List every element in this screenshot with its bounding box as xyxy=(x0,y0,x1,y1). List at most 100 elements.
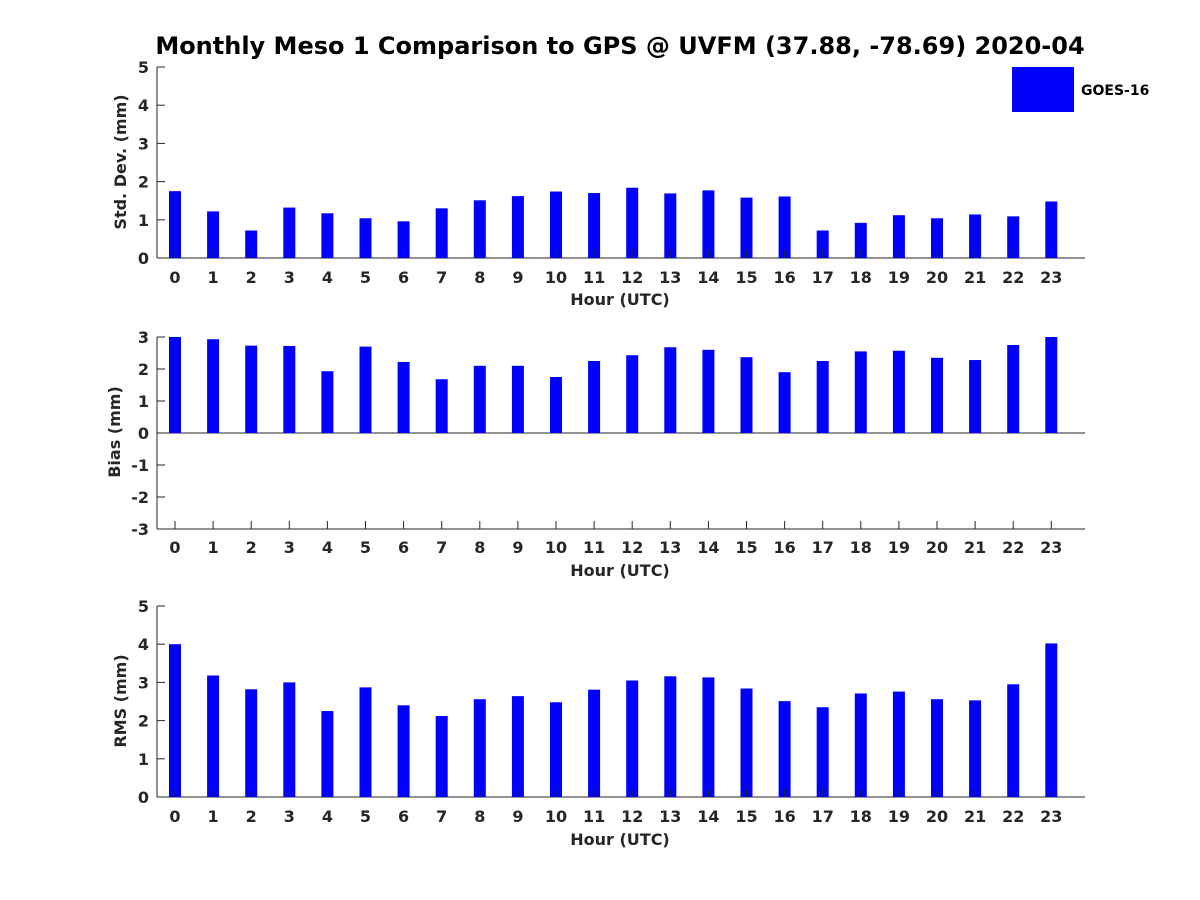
x-tick-label: 4 xyxy=(322,538,333,557)
x-tick-label: 10 xyxy=(545,538,567,557)
x-tick-label: 22 xyxy=(1002,807,1024,826)
bar-hour-0 xyxy=(169,337,181,433)
bar-hour-22 xyxy=(1007,216,1020,258)
x-tick-label: 10 xyxy=(545,807,567,826)
chart-title: Monthly Meso 1 Comparison to GPS @ UVFM … xyxy=(155,32,1084,60)
bar-hour-4 xyxy=(321,213,334,258)
x-tick-label: 4 xyxy=(322,807,333,826)
bar-hour-10 xyxy=(550,377,562,433)
bar-hour-16 xyxy=(778,701,791,797)
x-tick-label: 5 xyxy=(360,538,371,557)
x-tick-label: 14 xyxy=(697,807,719,826)
y-tick-label: -1 xyxy=(131,456,149,475)
y-tick-label: 3 xyxy=(138,673,149,692)
bar-hour-6 xyxy=(397,705,410,797)
bar-hour-15 xyxy=(740,197,753,258)
x-tick-label: 21 xyxy=(964,538,986,557)
bar-hour-7 xyxy=(435,716,448,797)
y-axis-label: RMS (mm) xyxy=(111,654,130,747)
x-tick-label: 0 xyxy=(169,538,180,557)
bar-hour-5 xyxy=(359,218,372,258)
x-tick-label: 22 xyxy=(1002,268,1024,287)
bar-hour-17 xyxy=(816,361,829,433)
bar-hour-8 xyxy=(473,200,486,258)
bar-hour-5 xyxy=(359,346,372,433)
x-tick-label: 13 xyxy=(659,268,681,287)
bar-hour-10 xyxy=(550,702,562,797)
bar-hour-21 xyxy=(969,360,982,433)
bar-hour-19 xyxy=(892,215,905,258)
x-tick-label: 15 xyxy=(735,807,757,826)
x-tick-label: 17 xyxy=(812,807,834,826)
bar-hour-23 xyxy=(1045,337,1058,433)
y-tick-label: 4 xyxy=(138,635,149,654)
x-tick-label: 20 xyxy=(926,807,948,826)
y-axis-label: Bias (mm) xyxy=(105,386,124,478)
x-tick-label: 3 xyxy=(284,268,295,287)
bar-hour-16 xyxy=(778,372,791,433)
bar-hour-21 xyxy=(969,214,982,258)
x-tick-label: 23 xyxy=(1040,538,1062,557)
y-tick-label: 5 xyxy=(138,597,149,616)
x-axis-label: Hour (UTC) xyxy=(570,561,670,580)
bar-hour-13 xyxy=(664,347,677,433)
bar-hour-9 xyxy=(511,196,524,258)
bar-hour-12 xyxy=(626,187,639,258)
x-tick-label: 21 xyxy=(964,268,986,287)
bar-hour-1 xyxy=(207,339,220,433)
bar-hour-2 xyxy=(245,689,258,797)
bar-hour-16 xyxy=(778,196,791,258)
bar-hour-0 xyxy=(169,191,181,258)
x-tick-label: 0 xyxy=(169,268,180,287)
bar-hour-5 xyxy=(359,687,372,797)
bar-hour-14 xyxy=(702,349,715,433)
bar-hour-9 xyxy=(511,696,524,797)
bar-hour-19 xyxy=(892,691,905,797)
x-tick-label: 6 xyxy=(398,538,409,557)
y-tick-label: 3 xyxy=(138,134,149,153)
x-tick-label: 8 xyxy=(474,538,485,557)
bar-hour-17 xyxy=(816,230,829,258)
x-tick-label: 23 xyxy=(1040,268,1062,287)
x-tick-label: 13 xyxy=(659,807,681,826)
bar-hour-6 xyxy=(397,361,410,433)
bar-hour-22 xyxy=(1007,684,1020,797)
x-tick-label: 14 xyxy=(697,538,719,557)
x-tick-label: 19 xyxy=(888,268,910,287)
x-axis-label: Hour (UTC) xyxy=(570,830,670,849)
x-tick-label: 16 xyxy=(773,268,795,287)
x-tick-label: 3 xyxy=(284,807,295,826)
x-tick-label: 10 xyxy=(545,268,567,287)
bar-hour-18 xyxy=(854,222,867,258)
bar-hour-17 xyxy=(816,707,829,797)
x-tick-label: 19 xyxy=(888,538,910,557)
x-tick-label: 1 xyxy=(208,807,219,826)
bar-hour-3 xyxy=(283,345,296,433)
x-tick-label: 20 xyxy=(926,538,948,557)
x-tick-label: 2 xyxy=(246,268,257,287)
x-tick-label: 22 xyxy=(1002,538,1024,557)
x-tick-label: 6 xyxy=(398,268,409,287)
x-axis-label: Hour (UTC) xyxy=(570,290,670,309)
x-tick-label: 11 xyxy=(583,807,605,826)
x-tick-label: 14 xyxy=(697,268,719,287)
bar-hour-8 xyxy=(473,365,486,433)
y-tick-label: 0 xyxy=(138,249,149,268)
x-tick-label: 9 xyxy=(512,807,523,826)
bar-hour-15 xyxy=(740,357,753,433)
y-tick-label: -2 xyxy=(131,488,149,507)
x-tick-label: 12 xyxy=(621,268,643,287)
legend-label: GOES-16 xyxy=(1081,83,1149,99)
bar-hour-20 xyxy=(931,357,943,433)
bar-hour-3 xyxy=(283,207,296,258)
bar-hour-4 xyxy=(321,371,334,433)
x-tick-label: 17 xyxy=(812,538,834,557)
bar-hour-12 xyxy=(626,355,639,433)
bar-hour-23 xyxy=(1045,643,1058,797)
x-tick-label: 7 xyxy=(436,268,447,287)
bar-hour-23 xyxy=(1045,201,1058,258)
y-tick-label: 1 xyxy=(138,392,149,411)
